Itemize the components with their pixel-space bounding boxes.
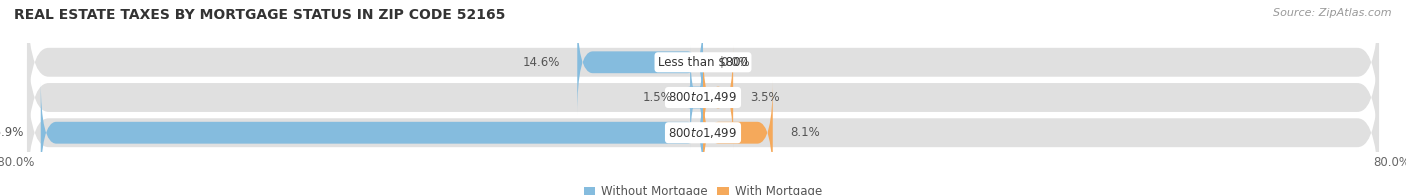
- Text: Less than $800: Less than $800: [658, 56, 748, 69]
- Text: 14.6%: 14.6%: [523, 56, 560, 69]
- FancyBboxPatch shape: [27, 0, 1379, 136]
- Text: 8.1%: 8.1%: [790, 126, 820, 139]
- FancyBboxPatch shape: [688, 45, 706, 150]
- Text: Source: ZipAtlas.com: Source: ZipAtlas.com: [1274, 8, 1392, 18]
- FancyBboxPatch shape: [578, 10, 703, 115]
- Text: REAL ESTATE TAXES BY MORTGAGE STATUS IN ZIP CODE 52165: REAL ESTATE TAXES BY MORTGAGE STATUS IN …: [14, 8, 505, 22]
- Text: 76.9%: 76.9%: [0, 126, 24, 139]
- FancyBboxPatch shape: [41, 80, 703, 185]
- FancyBboxPatch shape: [27, 59, 1379, 195]
- FancyBboxPatch shape: [703, 80, 773, 185]
- Text: $800 to $1,499: $800 to $1,499: [668, 90, 738, 105]
- Legend: Without Mortgage, With Mortgage: Without Mortgage, With Mortgage: [579, 181, 827, 195]
- Text: 0.0%: 0.0%: [720, 56, 749, 69]
- Text: $800 to $1,499: $800 to $1,499: [668, 126, 738, 140]
- FancyBboxPatch shape: [703, 45, 733, 150]
- FancyBboxPatch shape: [27, 24, 1379, 171]
- Text: 1.5%: 1.5%: [643, 91, 673, 104]
- Text: 3.5%: 3.5%: [751, 91, 780, 104]
